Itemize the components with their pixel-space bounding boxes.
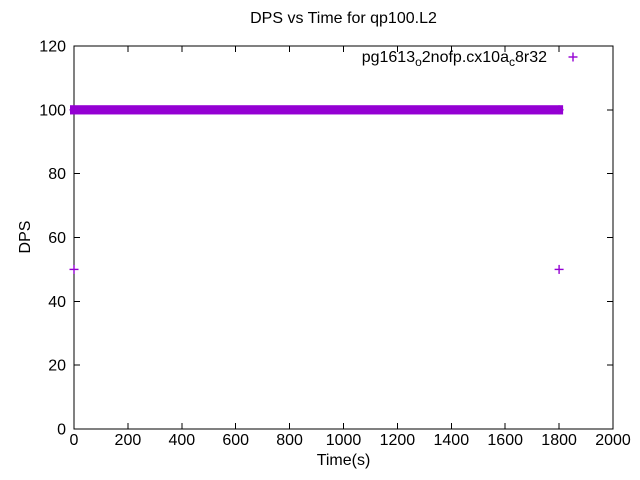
series-band-end-marker [69,105,79,115]
plot-border [73,45,614,430]
x-tick-label: 1800 [541,432,577,449]
y-tick-label: 0 [57,422,66,439]
series-band-end-marker [554,105,564,115]
y-tick-label: 120 [39,39,66,56]
x-tick-label: 400 [168,432,195,449]
x-tick-label: 1200 [380,432,416,449]
x-tick-label: 1400 [434,432,470,449]
x-tick-label: 200 [115,432,142,449]
x-tick-label: 600 [222,432,249,449]
y-tick-label: 20 [48,358,66,375]
x-tick-label: 2000 [595,432,631,449]
chart-title: DPS vs Time for qp100.L2 [250,10,437,27]
x-tick-label: 1000 [326,432,362,449]
x-tick-label: 800 [276,432,303,449]
data-point-marker [554,264,564,274]
y-tick-label: 40 [48,294,66,311]
legend-label: pg1613o2nofp.cx10ac8r32 [362,49,547,69]
series-band [70,105,564,115]
x-tick-label: 1600 [487,432,523,449]
x-axis-label: Time(s) [316,452,371,469]
y-tick-label: 60 [48,230,66,247]
legend-marker [568,52,578,62]
data-point-marker [69,264,79,274]
y-tick-label: 80 [48,166,66,183]
x-tick-label: 0 [70,432,79,449]
y-tick-label: 100 [39,102,66,119]
